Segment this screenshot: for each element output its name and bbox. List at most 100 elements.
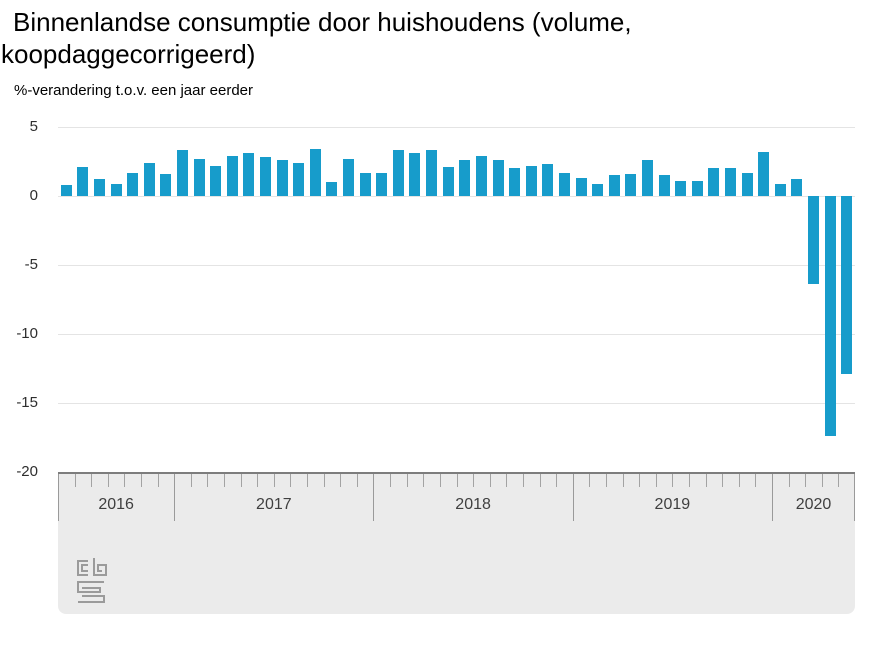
month-tick (190, 474, 192, 487)
month-tick (705, 474, 707, 487)
bar-2017-05 (243, 153, 255, 196)
month-tick (323, 474, 325, 487)
bar-2020-05 (841, 196, 853, 375)
year-label-2017: 2017 (256, 496, 292, 513)
year-label-2016: 2016 (98, 496, 134, 513)
bar-2019-07 (675, 180, 687, 196)
month-tick (589, 474, 591, 487)
month-tick (273, 474, 275, 487)
bar-2018-08 (492, 160, 504, 196)
bar-2020-03 (807, 196, 819, 285)
month-tick (340, 474, 342, 487)
bar-2017-06 (260, 157, 272, 196)
month-tick (672, 474, 674, 487)
month-tick (605, 474, 607, 487)
bar-2017-12 (359, 172, 371, 196)
bar-2017-10 (326, 182, 338, 196)
cbs-logo-letter-s2 (78, 595, 105, 603)
gridline-0 (58, 196, 855, 197)
bar-2017-04 (226, 155, 238, 196)
month-tick (390, 474, 392, 487)
bar-2019-02 (592, 183, 604, 196)
bar-2016-10 (127, 172, 139, 196)
bar-2019-03 (608, 175, 620, 196)
gridline--15 (58, 403, 855, 404)
year-boundary-tick (373, 474, 375, 521)
bar-2018-04 (426, 150, 438, 196)
y-tick-label: 5 (29, 118, 38, 135)
bar-2018-11 (542, 164, 554, 196)
month-tick (406, 474, 408, 487)
cbs-logo-letter-c (77, 560, 88, 576)
bar-2016-09 (110, 183, 122, 196)
bar-2017-03 (210, 165, 222, 196)
bar-2017-11 (343, 158, 355, 196)
month-tick (556, 474, 558, 487)
bar-2020-04 (824, 196, 836, 437)
month-tick (224, 474, 226, 487)
year-label-2020: 2020 (795, 496, 832, 513)
bar-2018-09 (509, 168, 521, 196)
y-axis-labels: 5 0 -5 -10 -15 -20 (0, 0, 48, 500)
bar-2017-08 (293, 162, 305, 196)
bar-2018-01 (376, 172, 388, 196)
chart-title-line1: Binnenlandse consumptie door huishoudens… (13, 7, 632, 37)
bar-2019-08 (691, 180, 703, 196)
chart-subtitle: %-verandering t.o.v. een jaar eerder (14, 82, 254, 99)
month-tick (639, 474, 641, 487)
month-tick (655, 474, 657, 487)
bar-2019-11 (741, 172, 753, 196)
month-tick (473, 474, 475, 487)
month-tick (124, 474, 126, 487)
month-tick (439, 474, 441, 487)
year-boundary-tick (58, 474, 59, 521)
plot-area (58, 127, 855, 472)
cbs-logo-letter-b (93, 558, 107, 576)
bar-2019-09 (708, 168, 720, 196)
bar-2016-11 (143, 162, 155, 196)
bar-2019-04 (625, 173, 637, 196)
bar-2016-06 (60, 184, 72, 196)
month-tick (755, 474, 757, 487)
month-tick (805, 474, 807, 487)
month-tick (91, 474, 93, 487)
bar-2019-12 (758, 151, 770, 196)
month-tick (157, 474, 159, 487)
month-tick (456, 474, 458, 487)
year-boundary-tick (854, 474, 855, 521)
month-tick (821, 474, 823, 487)
month-tick (622, 474, 624, 487)
bar-2018-03 (409, 153, 421, 196)
year-label-2018: 2018 (455, 496, 491, 513)
month-tick (207, 474, 209, 487)
month-tick (539, 474, 541, 487)
month-tick (506, 474, 508, 487)
month-tick (522, 474, 524, 487)
month-tick (141, 474, 143, 487)
month-tick (688, 474, 690, 487)
x-axis-band: 2016 2017 2018 2019 2020 (58, 472, 855, 614)
y-tick-label: 0 (29, 187, 38, 204)
year-label-2019: 2019 (654, 496, 691, 513)
month-tick (489, 474, 491, 487)
gridline-5 (58, 127, 855, 128)
month-tick (738, 474, 740, 487)
y-tick-label: -15 (16, 394, 38, 411)
year-boundary-tick (572, 474, 574, 521)
gridline--5 (58, 265, 855, 266)
month-tick (74, 474, 76, 487)
bar-2019-10 (724, 168, 736, 196)
bar-2017-07 (276, 160, 288, 196)
bar-2017-09 (309, 149, 321, 196)
bar-2016-08 (94, 179, 105, 196)
bar-2018-10 (525, 165, 537, 196)
bar-2019-06 (658, 175, 670, 196)
year-boundary-tick (771, 474, 773, 521)
bar-2017-02 (193, 158, 205, 196)
bar-2016-12 (160, 173, 172, 196)
bar-2017-01 (177, 150, 189, 196)
month-tick (838, 474, 840, 487)
bar-2019-01 (575, 178, 587, 196)
bar-2018-06 (459, 160, 471, 196)
year-boundary-tick (174, 474, 176, 521)
